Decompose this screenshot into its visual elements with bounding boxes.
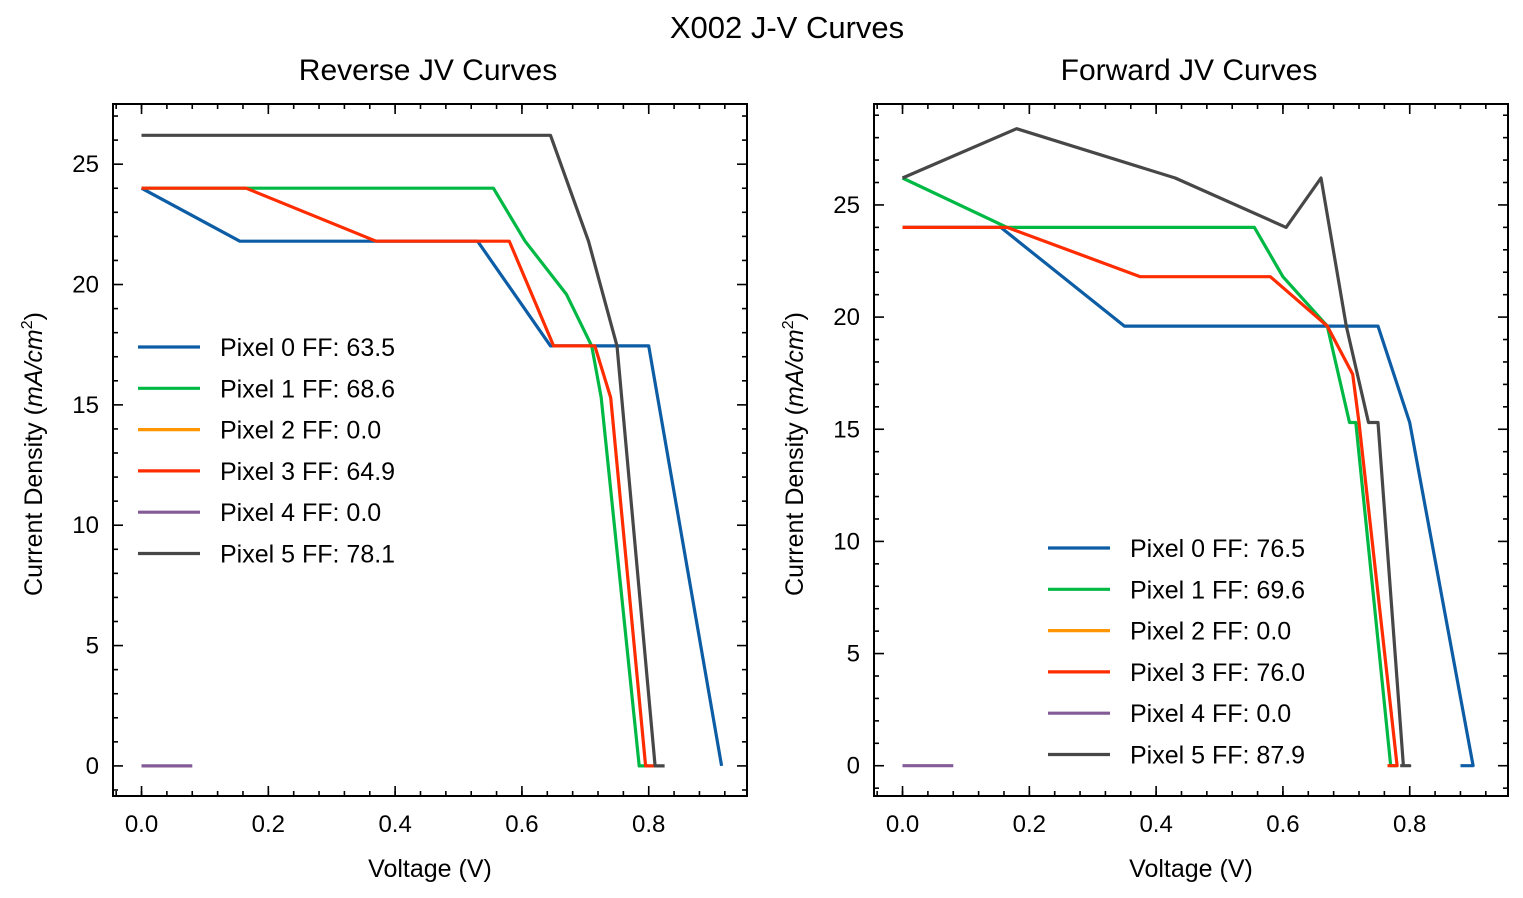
reverse-axes-frame	[112, 103, 748, 797]
reverse-panel-title: Reverse JV Curves	[299, 54, 557, 87]
x-tick-label: 0.2	[1013, 811, 1046, 838]
x-tick-label: 0.0	[125, 811, 158, 838]
reverse-jv-panel: Reverse JV Curves Voltage (V) Current De…	[19, 54, 748, 883]
reverse-y-axis-label: Current Density (mA/cm2)	[19, 312, 48, 596]
y-tick-label: 15	[72, 392, 99, 419]
series-line-pixel-5	[901, 127, 1412, 768]
legend-label: Pixel 0 FF: 63.5	[220, 334, 395, 362]
forward-jv-panel: Forward JV Curves Voltage (V) Current De…	[780, 54, 1509, 883]
x-tick-label: 0.6	[1266, 811, 1299, 838]
x-tick-label: 0.2	[252, 811, 285, 838]
x-tick-label: 0.4	[378, 811, 411, 838]
reverse-plot-lines	[140, 133, 724, 768]
legend-label: Pixel 5 FF: 78.1	[220, 541, 395, 569]
legend-label: Pixel 2 FF: 0.0	[1130, 618, 1291, 646]
legend-label: Pixel 2 FF: 0.0	[220, 417, 381, 445]
series-line-pixel-1	[141, 186, 649, 768]
forward-y-axis-label: Current Density (mA/cm2)	[780, 312, 809, 596]
y-tick-label: 25	[833, 192, 860, 219]
legend-label: Pixel 5 FF: 87.9	[1130, 742, 1305, 770]
forward-panel-title: Forward JV Curves	[1061, 54, 1318, 87]
forward-legend: Pixel 0 FF: 76.5 Pixel 1 FF: 69.6 Pixel 2 …	[1048, 535, 1305, 770]
legend-label: Pixel 0 FF: 76.5	[1130, 535, 1305, 563]
y-tick-label: 20	[833, 304, 860, 331]
y-tick-label: 10	[72, 512, 99, 539]
reverse-x-axis-label: Voltage (V)	[368, 855, 492, 883]
y-tick-label: 5	[847, 641, 860, 668]
x-tick-label: 0.0	[886, 811, 919, 838]
legend-label: Pixel 3 FF: 64.9	[220, 458, 395, 486]
x-tick-label: 0.4	[1139, 811, 1172, 838]
reverse-ticks: 0.0 0.2 0.4 0.6 0.8 0 5 10 15 20 25	[72, 104, 747, 838]
series-line-pixel-5	[141, 133, 665, 768]
series-line-pixel-0	[140, 186, 724, 767]
forward-plot-lines	[901, 127, 1475, 768]
y-tick-label: 25	[72, 151, 99, 178]
forward-axes-frame	[873, 103, 1509, 797]
series-line-pixel-3	[902, 225, 1399, 768]
y-tick-label: 0	[86, 753, 99, 780]
legend-label: Pixel 3 FF: 76.0	[1130, 659, 1305, 687]
y-tick-label: 10	[833, 528, 860, 555]
legend-label: Pixel 4 FF: 0.0	[220, 499, 381, 527]
x-tick-label: 0.8	[1393, 811, 1426, 838]
legend-label: Pixel 1 FF: 68.6	[220, 375, 395, 403]
series-line-pixel-3	[141, 186, 656, 768]
y-tick-label: 5	[86, 633, 99, 660]
forward-x-axis-label: Voltage (V)	[1129, 855, 1253, 883]
reverse-legend: Pixel 0 FF: 63.5 Pixel 1 FF: 68.6 Pixel 2 …	[138, 334, 395, 569]
y-tick-label: 0	[847, 753, 860, 780]
x-tick-label: 0.6	[505, 811, 538, 838]
legend-label: Pixel 1 FF: 69.6	[1130, 576, 1305, 604]
legend-label: Pixel 4 FF: 0.0	[1130, 700, 1291, 728]
y-tick-label: 15	[833, 416, 860, 443]
figure-title: X002 J-V Curves	[670, 10, 904, 45]
y-tick-label: 20	[72, 272, 99, 299]
x-tick-label: 0.8	[632, 811, 665, 838]
